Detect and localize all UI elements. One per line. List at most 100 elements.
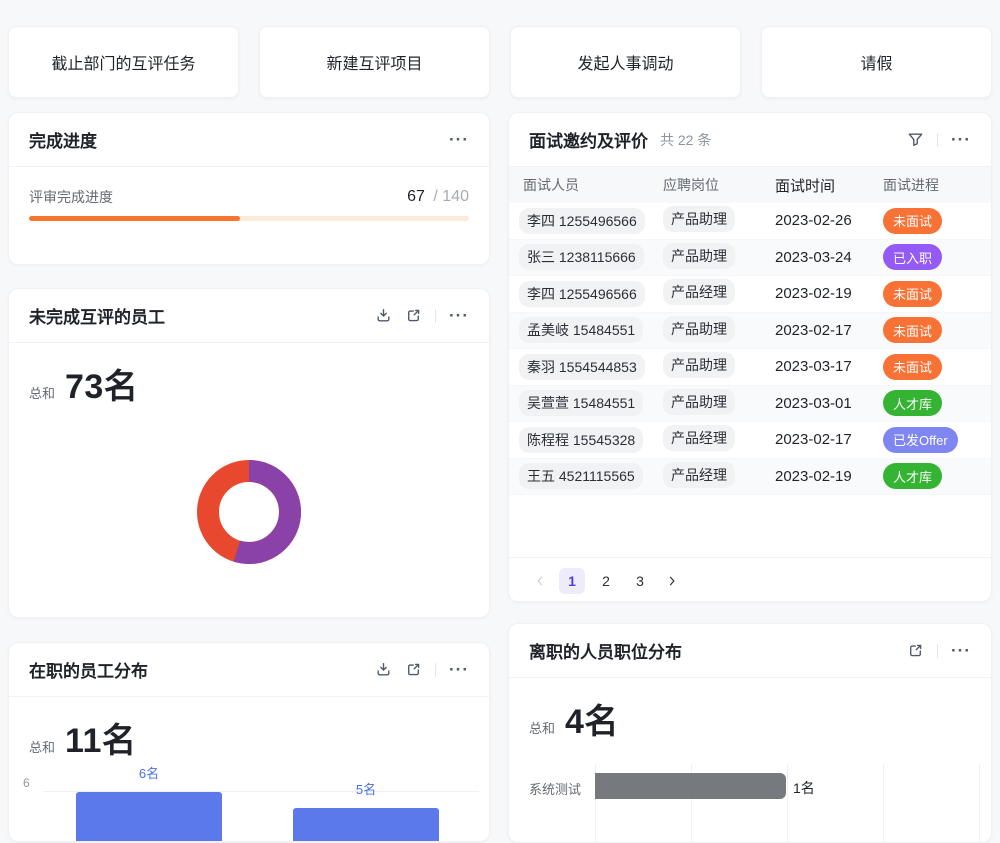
donut-rings[interactable] [197, 460, 301, 564]
position-tag: 产品经理 [663, 279, 735, 306]
donut-chart: SaaS产品中心：3... PaaS研发中心：4... [9, 439, 490, 618]
table-row[interactable]: 李四 1255496566 产品助理 2023-02-26 未面试 [509, 203, 991, 240]
position-tag: 产品助理 [663, 352, 735, 379]
page-button-2[interactable]: 2 [602, 572, 610, 589]
progress-row-label: 评审完成进度 [29, 189, 113, 205]
more-icon[interactable]: ··· [449, 130, 469, 149]
table-row[interactable]: 陈程程 15545328 产品经理 2023-02-17 已发Offer [509, 422, 991, 459]
divider [937, 643, 939, 658]
cell-interview-date: 2023-03-17 [775, 358, 852, 376]
download-icon[interactable] [375, 307, 392, 324]
progress-bar-track [29, 216, 469, 221]
quick-action-button-1[interactable]: 截止部门的互评任务 [8, 26, 239, 98]
cell-interview-date: 2023-02-19 [775, 285, 852, 303]
interviewee-tag: 李四 1255496566 [519, 207, 645, 234]
table-row[interactable]: 张三 1238115666 产品助理 2023-03-24 已入职 [509, 239, 991, 276]
cell-interviewee: 李四 1255496566 [509, 207, 663, 234]
more-icon[interactable]: ··· [449, 306, 469, 325]
table-row[interactable]: 李四 1255496566 产品经理 2023-02-19 未面试 [509, 276, 991, 313]
page-button-1[interactable]: 1 [559, 567, 585, 594]
interviewee-tag: 王五 4521115565 [519, 463, 643, 490]
status-badge: 已发Offer [883, 426, 958, 453]
bar[interactable] [293, 808, 439, 841]
interview-card: 面试邀约及评价 共 22 条 ··· 面试人员 应聘岗位 面试时间 面试进程 李四 1… [508, 112, 992, 602]
cell-interviewee: 张三 1238115666 [509, 244, 663, 271]
cell-interview-stage: 人才库 [883, 390, 991, 417]
interviewee-tag: 陈程程 15545328 [519, 426, 644, 453]
onjob-card-header: 在职的员工分布 ··· [9, 643, 489, 697]
bar-value-label: 6名 [138, 766, 160, 781]
divider [937, 132, 939, 147]
interview-table-header: 面试人员 应聘岗位 面试时间 面试进程 [509, 167, 991, 203]
quick-action-button-2[interactable]: 新建互评项目 [259, 26, 490, 98]
more-icon[interactable]: ··· [449, 660, 469, 679]
status-badge: 已入职 [883, 244, 943, 271]
cell-interviewee: 秦羽 1554544853 [509, 353, 663, 380]
cell-position: 产品经理 [663, 461, 775, 491]
open-in-new-icon[interactable] [405, 661, 422, 678]
cell-position: 产品助理 [663, 242, 775, 272]
progress-card-title: 完成进度 [29, 132, 97, 151]
table-row[interactable]: 吴萱萱 15484551 产品助理 2023-03-01 人才库 [509, 385, 991, 422]
column-header-1: 面试人员 [523, 177, 579, 193]
status-badge: 人才库 [883, 390, 943, 417]
next-page-icon[interactable] [661, 568, 683, 594]
cell-interview-stage: 未面试 [883, 207, 991, 234]
status-badge: 人才库 [883, 463, 943, 490]
filter-icon[interactable] [907, 131, 924, 148]
position-tag: 产品助理 [663, 242, 735, 269]
resigned-card: 离职的人员职位分布 ··· 总和 4名 系统测试 1名 [508, 623, 992, 843]
column-header-2: 应聘岗位 [663, 177, 719, 193]
bar-value-label: 1名 [793, 780, 815, 796]
table-row[interactable]: 秦羽 1554544853 产品助理 2023-03-17 未面试 [509, 349, 991, 386]
cell-position: 产品助理 [663, 315, 775, 345]
download-icon[interactable] [375, 661, 392, 678]
incomplete-card-header: 未完成互评的员工 ··· [9, 289, 489, 343]
table-row[interactable]: 王五 4521115565 产品经理 2023-02-19 人才库 [509, 458, 991, 495]
interviewee-tag: 李四 1255496566 [519, 280, 645, 307]
resigned-card-header: 离职的人员职位分布 ··· [509, 624, 991, 678]
incomplete-review-card: 未完成互评的员工 ··· 总和 73名 SaaS产品中心：3... PaaS研发… [8, 288, 490, 618]
cell-interviewee: 李四 1255496566 [509, 280, 663, 307]
prev-page-icon[interactable] [529, 568, 551, 594]
cell-interview-date: 2023-02-19 [775, 467, 852, 485]
total-label: 总和 [529, 721, 556, 736]
interviewee-tag: 吴萱萱 15484551 [519, 390, 644, 417]
category-label: 系统测试 [529, 782, 582, 797]
cell-interviewee: 王五 4521115565 [509, 463, 663, 490]
cell-position: 产品助理 [663, 388, 775, 418]
page-button-3[interactable]: 3 [636, 572, 644, 589]
table-row[interactable]: 孟美岐 15484551 产品助理 2023-02-17 未面试 [509, 312, 991, 349]
interviewee-tag: 秦羽 1554544853 [519, 353, 645, 380]
more-icon[interactable]: ··· [951, 641, 971, 660]
progress-card-body: 评审完成进度 67 / 140 [9, 167, 489, 221]
quick-actions-bar: 截止部门的互评任务 新建互评项目 发起人事调动 请假 [8, 26, 992, 98]
interviewee-tag: 孟美岐 15484551 [519, 317, 644, 344]
open-in-new-icon[interactable] [405, 307, 422, 324]
bar[interactable] [595, 773, 786, 799]
total-label: 总和 [29, 386, 56, 401]
interviewee-tag: 张三 1238115666 [519, 244, 644, 271]
donut-leader-lines [9, 439, 490, 618]
interview-table-body: 李四 1255496566 产品助理 2023-02-26 未面试 张三 1238115… [509, 203, 991, 495]
total-value: 11名 [65, 722, 137, 760]
cell-interview-stage: 未面试 [883, 353, 991, 380]
more-icon[interactable]: ··· [951, 130, 971, 149]
gridline [883, 764, 884, 842]
interview-card-header: 面试邀约及评价 共 22 条 ··· [509, 113, 991, 167]
position-tag: 产品助理 [663, 315, 735, 342]
total-label: 总和 [29, 740, 56, 755]
quick-action-button-4[interactable]: 请假 [761, 26, 992, 98]
progress-value: 67 [407, 188, 425, 205]
status-badge: 未面试 [883, 207, 943, 234]
open-in-new-icon[interactable] [907, 642, 924, 659]
onjob-card-title: 在职的员工分布 [29, 662, 148, 681]
gridline [43, 791, 479, 792]
quick-action-button-3[interactable]: 发起人事调动 [510, 26, 741, 98]
total-value: 73名 [65, 368, 139, 406]
cell-interview-stage: 已入职 [883, 244, 991, 271]
progress-card: 完成进度 ··· 评审完成进度 67 / 140 [8, 112, 490, 265]
position-tag: 产品助理 [663, 206, 735, 233]
cell-interview-date: 2023-02-17 [775, 431, 852, 449]
